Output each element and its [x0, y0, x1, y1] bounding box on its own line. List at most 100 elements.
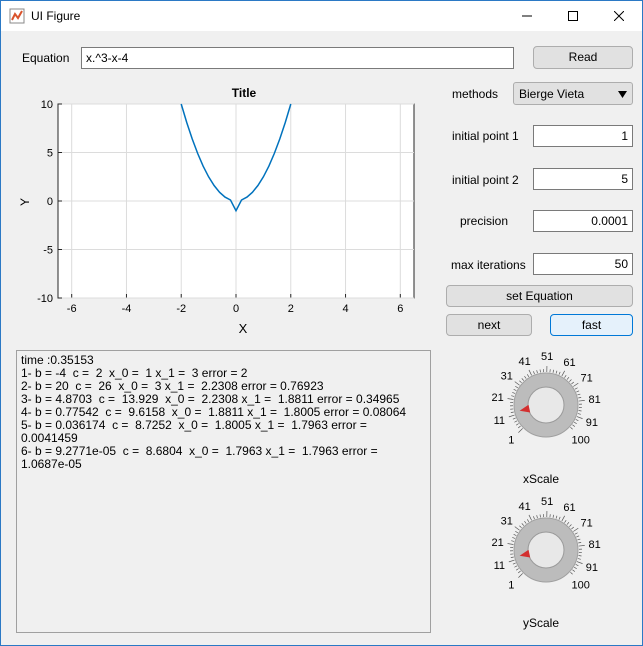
title-bar: UI Figure	[1, 1, 642, 31]
knob-tick	[561, 370, 565, 377]
knob-tick	[533, 516, 535, 520]
set-equation-button[interactable]: set Equation	[446, 285, 633, 307]
knob-tick	[513, 533, 517, 536]
read-button[interactable]: Read	[533, 46, 633, 69]
knob-tick	[566, 377, 570, 380]
knob-tick	[578, 397, 582, 399]
output-textarea[interactable]: time :0.35153 1- b = -4 c = 2 x_0 = 1 x_1…	[16, 350, 431, 633]
knob-tick	[518, 425, 521, 429]
knob-tick	[518, 428, 523, 433]
knob-tick-label: 1	[508, 435, 514, 447]
knob-tick	[526, 374, 530, 378]
matlab-figure-icon	[9, 8, 25, 24]
minimize-button[interactable]	[504, 1, 550, 31]
knob-tick	[518, 570, 521, 574]
knob-tick-label: 11	[494, 415, 505, 427]
knob-tick	[511, 395, 515, 397]
max-iterations-label: max iterations	[451, 258, 526, 272]
output-line: 1- b = -4 c = 2 x_0 = 1 x_1 = 3 error = …	[21, 366, 248, 380]
knob-tick	[519, 380, 522, 384]
initial-point-1-input[interactable]: 1	[533, 125, 633, 147]
knob-tick-label: 51	[541, 351, 553, 363]
methods-selected: Bierge Vieta	[519, 87, 585, 101]
knob-tick	[512, 537, 516, 539]
knob-tick	[524, 520, 527, 524]
knob-tick	[570, 571, 573, 575]
knob-cap	[527, 531, 565, 569]
methods-dropdown[interactable]: Bierge Vieta	[513, 82, 633, 105]
output-line: 1.0687e-05	[21, 457, 82, 471]
output-line: 3- b = 4.8703 c = 13.929 x_0 = 2.2308 x_…	[21, 392, 400, 406]
knob-tick-label: 71	[580, 373, 592, 385]
knob-tick	[526, 519, 530, 523]
knob-tick	[575, 564, 579, 567]
close-button[interactable]	[596, 1, 642, 31]
initial-point-1-label: initial point 1	[452, 129, 519, 143]
knob-tick-label: 81	[589, 539, 601, 551]
knob-tick-label: 31	[501, 516, 513, 528]
knob-tick	[514, 381, 520, 386]
knob-tick	[513, 388, 517, 391]
x-tick-label: -6	[67, 303, 77, 315]
knob-tick	[515, 385, 519, 389]
knob-tick	[566, 522, 570, 525]
knob-tick	[528, 369, 532, 376]
knob-tick-label: 61	[563, 357, 575, 369]
equation-label: Equation	[22, 51, 70, 65]
knob-tick	[515, 530, 519, 534]
initial-point-2-input[interactable]: 5	[533, 168, 633, 190]
knob-tick	[574, 532, 578, 535]
knob-tick	[576, 535, 580, 538]
next-button[interactable]: next	[446, 314, 532, 336]
equation-input[interactable]: x.^3-x-4	[81, 47, 514, 69]
knob-tick	[533, 371, 535, 375]
output-lines: time :0.35153 1- b = -4 c = 2 x_0 = 1 x_1…	[21, 354, 426, 471]
knob-tick-label: 41	[518, 501, 530, 513]
knob-tick-label: 100	[571, 580, 589, 592]
grid-lines	[58, 103, 414, 299]
fast-button[interactable]: fast	[550, 314, 633, 336]
y-tick-label: -5	[43, 245, 53, 257]
knob-tick	[511, 540, 515, 542]
knob-tick	[518, 573, 523, 578]
knob-tick-label: 61	[563, 502, 575, 514]
maximize-icon	[568, 11, 578, 21]
y-tick-label: 10	[41, 99, 53, 111]
knob-tick	[564, 374, 567, 378]
knob-tick	[521, 523, 525, 526]
knob-tick	[573, 566, 577, 570]
knob-tick	[552, 514, 554, 518]
knob-tick	[574, 387, 578, 390]
knob-tick	[572, 424, 576, 427]
knob-tick-label: 51	[541, 496, 553, 508]
knob-tick	[573, 527, 579, 532]
knob-tick	[512, 417, 516, 420]
output-line: 4- b = 0.77542 c = 9.6158 x_0 = 1.8811 x…	[21, 405, 407, 419]
yscale-knob[interactable]: 111 21 31 41 51 61 71 81 91 100	[471, 493, 621, 638]
knob-tick	[512, 392, 516, 394]
knob-tick-label: 81	[589, 394, 601, 406]
knob-tick	[564, 519, 567, 523]
knob-tick	[569, 379, 572, 382]
output-line: 2- b = 20 c = 26 x_0 = 3 x_1 = 2.2308 er…	[21, 379, 324, 393]
knob-tick	[555, 515, 558, 519]
knob-tick	[514, 420, 518, 423]
window-title: UI Figure	[31, 9, 81, 23]
max-iterations-input[interactable]: 50	[533, 253, 633, 275]
knob-cap	[527, 386, 565, 424]
x-tick-label: -2	[176, 303, 186, 315]
knob-tick	[569, 524, 572, 527]
plot-title: Title	[232, 86, 257, 100]
maximize-button[interactable]	[550, 1, 596, 31]
knob-tick	[512, 562, 516, 565]
knob-tick	[576, 390, 580, 393]
knob-pointer	[519, 404, 531, 413]
knob-tick	[515, 423, 519, 426]
precision-label: precision	[460, 214, 509, 228]
xscale-knob[interactable]: 111 21 31 41 51 61 71 81 91 100	[471, 348, 621, 493]
knob-tick	[519, 525, 522, 529]
precision-input[interactable]: 0.0001	[533, 210, 633, 232]
chevron-down-icon	[618, 91, 627, 98]
knob-tick	[507, 398, 514, 400]
